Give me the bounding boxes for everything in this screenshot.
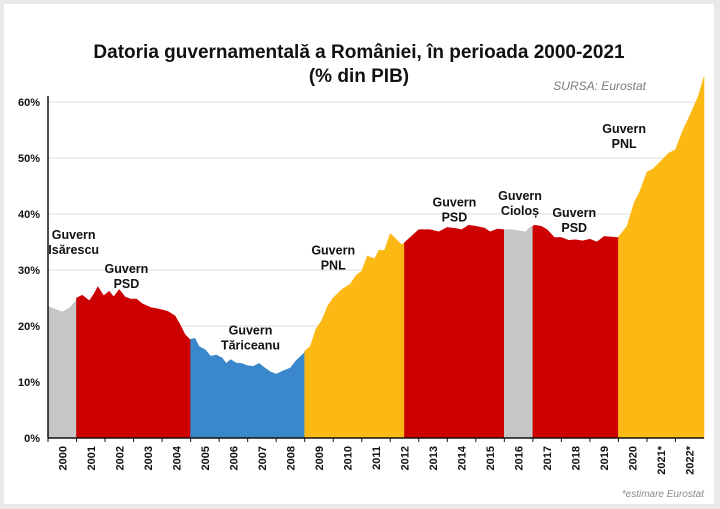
source-note: SURSA: Eurostat — [553, 79, 646, 93]
area-segment — [190, 337, 305, 439]
area-segment — [618, 76, 705, 439]
debt-area-chart: Datoria guvernamentală a României, în pe… — [18, 42, 705, 500]
x-tick-label: 2021* — [656, 445, 668, 474]
area-segment — [76, 286, 191, 439]
x-tick-label: 2005 — [200, 446, 212, 470]
x-tick-label: 2007 — [257, 446, 269, 470]
x-tick-label: 2009 — [314, 446, 326, 470]
government-label: Tăriceanu — [221, 338, 280, 352]
x-tick-label: 2003 — [143, 446, 155, 470]
government-label: PSD — [561, 221, 587, 235]
chart-subtitle: (% din PIB) — [309, 66, 409, 87]
x-tick-label: 2002 — [114, 446, 126, 470]
y-tick-label: 50% — [18, 153, 40, 165]
x-tick-label: 2010 — [342, 446, 354, 470]
x-tick-label: 2000 — [57, 446, 69, 470]
government-label: PNL — [321, 258, 346, 272]
government-label: PSD — [442, 211, 468, 225]
government-label: Guvern — [433, 196, 477, 210]
government-label: Isărescu — [48, 243, 99, 257]
x-tick-label: 2011 — [371, 446, 383, 470]
x-tick-label: 2006 — [228, 446, 240, 470]
x-tick-label: 2017 — [542, 446, 554, 470]
government-label: PSD — [114, 277, 140, 291]
government-label: Guvern — [602, 122, 646, 136]
x-tick-label: 2013 — [428, 446, 440, 470]
area-segment — [532, 224, 619, 439]
x-tick-label: 2019 — [599, 446, 611, 470]
footnote: *estimare Eurostat — [622, 489, 705, 500]
y-tick-label: 40% — [18, 209, 40, 221]
y-tick-label: 10% — [18, 377, 40, 389]
government-labels: GuvernIsărescuGuvernPSDGuvernTăriceanuGu… — [48, 122, 646, 353]
government-label: Guvern — [498, 189, 542, 203]
axes: 0% 10% 20% 30% 40% 50% 60% 2000 2001 2002 2003 2004… — [18, 96, 704, 475]
government-label: Guvern — [311, 243, 355, 257]
government-label: Guvern — [552, 206, 596, 220]
area-segment — [304, 233, 405, 439]
area-segment — [404, 224, 505, 439]
y-tick-label: 20% — [18, 321, 40, 333]
x-tick-label: 2001 — [86, 446, 98, 470]
x-tick-label: 2016 — [514, 446, 526, 470]
area-segment — [47, 297, 77, 439]
x-tick-label: 2014 — [457, 445, 469, 470]
chart-card: Datoria guvernamentală a României, în pe… — [4, 4, 714, 504]
government-label: PNL — [612, 137, 637, 151]
x-tick-label: 2012 — [400, 446, 412, 470]
government-label: Cioloș — [501, 204, 539, 218]
chart-title: Datoria guvernamentală a României, în pe… — [93, 42, 625, 63]
y-tick-label: 60% — [18, 97, 40, 109]
y-tick-label: 0% — [24, 433, 40, 445]
area-segments — [47, 76, 705, 439]
x-tick-label: 2004 — [171, 445, 183, 470]
government-label: Guvern — [52, 228, 96, 242]
area-segment — [504, 225, 534, 439]
x-tick-label: 2018 — [571, 446, 583, 470]
x-tick-label: 2022* — [685, 445, 697, 474]
x-tick-label: 2015 — [485, 446, 497, 470]
government-label: Guvern — [229, 323, 273, 337]
y-tick-label: 30% — [18, 265, 40, 277]
x-tick-label: 2020 — [628, 446, 640, 470]
government-label: Guvern — [105, 262, 149, 276]
x-tick-label: 2008 — [285, 446, 297, 470]
